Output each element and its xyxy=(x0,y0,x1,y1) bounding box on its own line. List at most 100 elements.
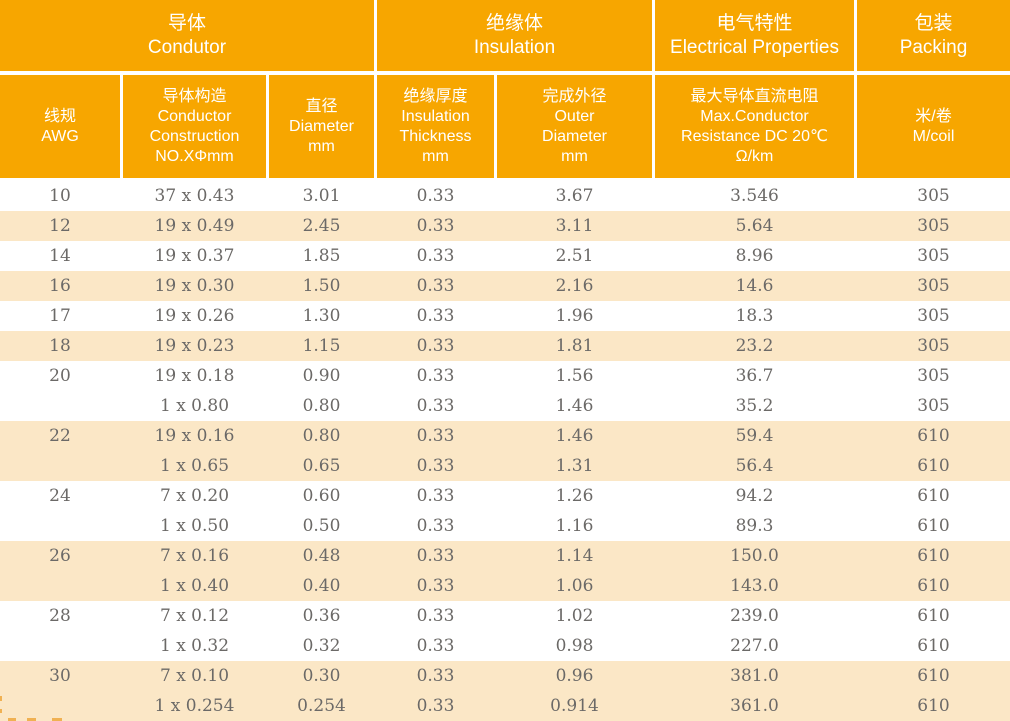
table-cell-max-dc-resistance: 361.0 xyxy=(730,696,779,716)
table-cell-diameter: 0.32 xyxy=(302,636,341,656)
table-cell-meters-per-coil: 610 xyxy=(917,486,950,506)
table-cell-max-dc-resistance: 14.6 xyxy=(735,276,774,296)
header-text-line: Diameter xyxy=(289,117,354,135)
table-cell-diameter: 0.80 xyxy=(302,396,341,416)
table-row: 26 7 x 0.16 0.48 0.33 1.14 150.0 610 xyxy=(0,541,1010,571)
header-column-row: 线规 AWG 导体构造 Conductor Construction NO.XΦmm 直径 D… xyxy=(0,75,1010,178)
table-cell-conductor-construction: 7 x 0.16 xyxy=(159,546,230,566)
table-cell-conductor-construction: 7 x 0.12 xyxy=(159,606,230,626)
table-cell-outer-diameter: 1.96 xyxy=(555,306,594,326)
header-text-line: 完成外径 xyxy=(542,87,607,105)
header-text-line: Conductor xyxy=(157,107,232,125)
table-cell-awg: 10 xyxy=(49,186,71,206)
header-text-line: Insulation xyxy=(401,107,470,125)
table-cell-conductor-construction: 1 x 0.254 xyxy=(154,696,235,716)
header-text-line: 直径 xyxy=(305,97,338,115)
table-cell-max-dc-resistance: 18.3 xyxy=(735,306,774,326)
table-cell-diameter: 0.80 xyxy=(302,426,341,446)
table-cell-insulation-thickness: 0.33 xyxy=(416,696,455,716)
table-cell-outer-diameter: 1.02 xyxy=(555,606,594,626)
table-header: 导体 Condutor 绝缘体 Insulation 电气特性 Electrical Pr… xyxy=(0,0,1010,178)
table-cell-diameter: 3.01 xyxy=(302,186,341,206)
header-text-line: M/coil xyxy=(912,127,955,145)
table-cell-insulation-thickness: 0.33 xyxy=(416,276,455,296)
header-group-4: 包装 Packing xyxy=(857,0,1010,71)
table-cell-max-dc-resistance: 35.2 xyxy=(735,396,774,416)
table-cell-insulation-thickness: 0.33 xyxy=(416,216,455,236)
table-cell-meters-per-coil: 610 xyxy=(917,576,950,596)
table-cell-diameter: 1.30 xyxy=(302,306,341,326)
table-cell-meters-per-coil: 610 xyxy=(917,456,950,476)
table-cell-outer-diameter: 1.56 xyxy=(555,366,594,386)
header-text-line: 米/卷 xyxy=(915,107,952,125)
table-cell-diameter: 0.254 xyxy=(297,696,346,716)
table-cell-max-dc-resistance: 23.2 xyxy=(735,336,774,356)
header-column-awg: 线规 AWG xyxy=(0,75,120,178)
table-cell-max-dc-resistance: 227.0 xyxy=(730,636,779,656)
table-cell-meters-per-coil: 305 xyxy=(917,336,950,356)
table-cell-max-dc-resistance: 89.3 xyxy=(735,516,774,536)
page-edge-artifact xyxy=(52,718,62,721)
table-cell-diameter: 0.60 xyxy=(302,486,341,506)
header-group-en: Condutor xyxy=(147,36,227,58)
table-cell-outer-diameter: 3.11 xyxy=(555,216,594,236)
table-cell-conductor-construction: 19 x 0.23 xyxy=(154,336,235,356)
table-cell-awg xyxy=(0,511,120,541)
header-group-en: Insulation xyxy=(473,36,556,58)
table-cell-meters-per-coil: 305 xyxy=(917,396,950,416)
table-cell-conductor-construction: 19 x 0.30 xyxy=(154,276,235,296)
header-text-line: Ω/km xyxy=(735,147,774,165)
table-cell-outer-diameter: 0.96 xyxy=(555,666,594,686)
table-row: 22 19 x 0.16 0.80 0.33 1.46 59.4 610 xyxy=(0,421,1010,451)
header-column-meters-per-coil: 米/卷 M/coil xyxy=(857,75,1010,178)
table-cell-conductor-construction: 19 x 0.18 xyxy=(154,366,235,386)
table-cell-outer-diameter: 1.14 xyxy=(555,546,594,566)
page-edge-artifact xyxy=(0,696,2,701)
table-cell-diameter: 0.65 xyxy=(302,456,341,476)
table-cell-awg: 18 xyxy=(49,336,71,356)
page-edge-artifact xyxy=(8,718,16,721)
table-cell-conductor-construction: 7 x 0.20 xyxy=(159,486,230,506)
header-text-line: AWG xyxy=(41,127,79,145)
table-cell-outer-diameter: 1.16 xyxy=(555,516,594,536)
table-cell-insulation-thickness: 0.33 xyxy=(416,396,455,416)
header-column-diameter: 直径 Diameter mm xyxy=(269,75,374,178)
table-row: 1 x 0.40 0.40 0.33 1.06 143.0 610 xyxy=(0,571,1010,601)
header-text-line: Construction xyxy=(149,127,240,145)
header-group-row: 导体 Condutor 绝缘体 Insulation 电气特性 Electrical Pr… xyxy=(0,0,1010,71)
table-row: 30 7 x 0.10 0.30 0.33 0.96 381.0 610 xyxy=(0,661,1010,691)
table-cell-awg xyxy=(0,631,120,661)
table-cell-max-dc-resistance: 381.0 xyxy=(730,666,779,686)
table-cell-awg: 22 xyxy=(49,426,71,446)
table-cell-max-dc-resistance: 143.0 xyxy=(730,576,779,596)
table-cell-diameter: 1.15 xyxy=(302,336,341,356)
table-row: 1 x 0.80 0.80 0.33 1.46 35.2 305 xyxy=(0,391,1010,421)
table-cell-conductor-construction: 19 x 0.37 xyxy=(154,246,235,266)
table-cell-diameter: 1.50 xyxy=(302,276,341,296)
header-column-max-dc-resistance: 最大导体直流电阻 Max.Conductor Resistance DC 20℃ Ω/… xyxy=(655,75,854,178)
table-cell-awg xyxy=(0,451,120,481)
header-column-conductor-construction: 导体构造 Conductor Construction NO.XΦmm xyxy=(123,75,266,178)
table-cell-awg: 17 xyxy=(49,306,71,326)
table-cell-conductor-construction: 1 x 0.80 xyxy=(159,396,230,416)
table-cell-conductor-construction: 1 x 0.65 xyxy=(159,456,230,476)
header-group-en: Packing xyxy=(899,36,968,58)
table-cell-insulation-thickness: 0.33 xyxy=(416,366,455,386)
table-cell-conductor-construction: 19 x 0.16 xyxy=(154,426,235,446)
table-cell-insulation-thickness: 0.33 xyxy=(416,456,455,476)
table-cell-max-dc-resistance: 239.0 xyxy=(730,606,779,626)
table-cell-outer-diameter: 0.98 xyxy=(555,636,594,656)
header-group-zh: 电气特性 xyxy=(716,12,793,34)
table-cell-conductor-construction: 37 x 0.43 xyxy=(154,186,235,206)
table-cell-awg: 24 xyxy=(49,486,71,506)
table-row: 14 19 x 0.37 1.85 0.33 2.51 8.96 305 xyxy=(0,241,1010,271)
table-row: 16 19 x 0.30 1.50 0.33 2.16 14.6 305 xyxy=(0,271,1010,301)
table-row: 24 7 x 0.20 0.60 0.33 1.26 94.2 610 xyxy=(0,481,1010,511)
table-cell-awg: 30 xyxy=(49,666,71,686)
table-cell-insulation-thickness: 0.33 xyxy=(416,246,455,266)
table-cell-diameter: 0.90 xyxy=(302,366,341,386)
table-cell-outer-diameter: 1.81 xyxy=(555,336,594,356)
table-cell-max-dc-resistance: 3.546 xyxy=(730,186,779,206)
table-cell-insulation-thickness: 0.33 xyxy=(416,516,455,536)
table-row: 1 x 0.32 0.32 0.33 0.98 227.0 610 xyxy=(0,631,1010,661)
